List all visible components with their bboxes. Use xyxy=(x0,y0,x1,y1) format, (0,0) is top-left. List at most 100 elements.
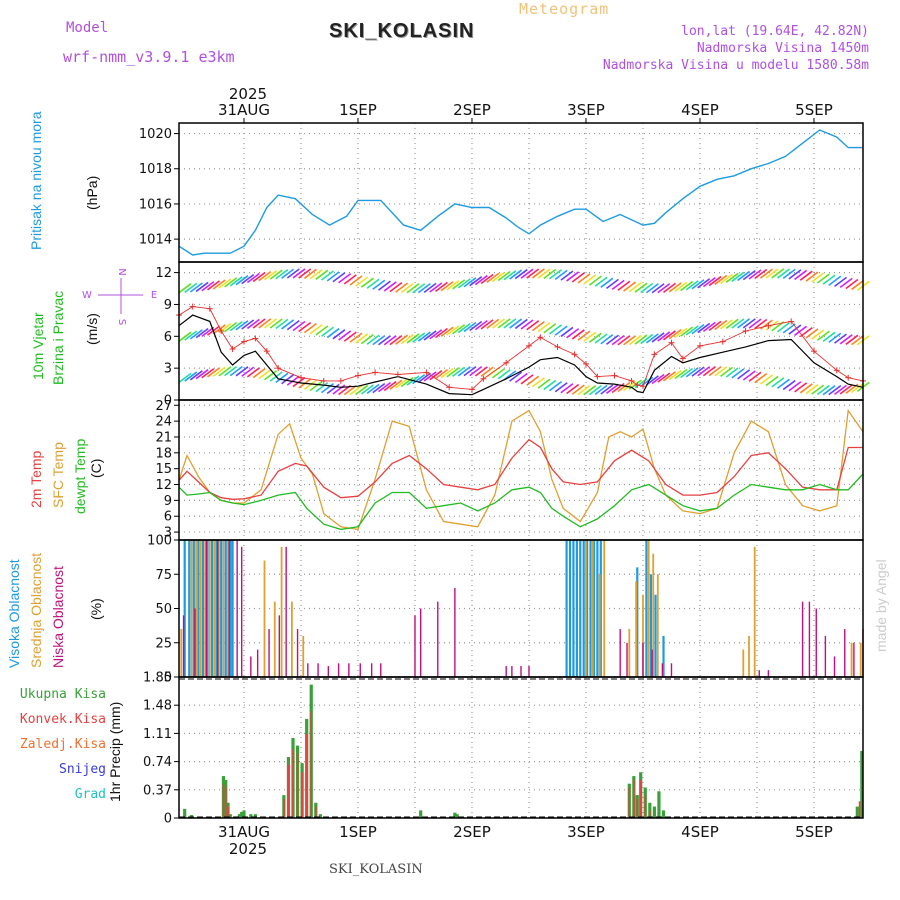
mid-cloud-bar xyxy=(195,540,197,677)
wind-barb-middle xyxy=(372,334,386,346)
wind-barb-upper xyxy=(326,271,340,282)
wind-barb-upper xyxy=(207,280,220,291)
wind-barb-middle xyxy=(275,318,289,330)
wind-barb-middle xyxy=(794,325,808,336)
wind-barb-upper xyxy=(383,281,397,292)
wind-barb-upper xyxy=(720,273,733,284)
wind-barb-upper xyxy=(474,274,488,286)
high-cloud-bar xyxy=(645,540,648,677)
wind-barb-upper xyxy=(680,280,694,292)
wind-barb-middle xyxy=(417,331,431,342)
wind-barb-middle xyxy=(497,318,511,329)
model-name: wrf-nmm_v3.9.1 e3km xyxy=(63,48,235,66)
wind-barb-upper xyxy=(697,278,711,289)
wind-barb-upper xyxy=(503,270,517,281)
wind-barb-upper xyxy=(480,273,494,285)
legend-total-rain: Ukupna Kisa xyxy=(19,687,106,702)
wind-barb-upper xyxy=(594,276,608,287)
wind-barb-upper xyxy=(668,282,682,293)
wind-barb-middle xyxy=(184,330,198,341)
conv-precip-bar xyxy=(636,798,639,818)
high-cloud-bar xyxy=(201,540,205,677)
wind-barb-lower xyxy=(212,366,226,377)
wind-barb-lower xyxy=(771,377,785,388)
wind-barb-middle xyxy=(303,322,317,334)
wind-barb-lower xyxy=(748,371,762,382)
wind-barb-middle xyxy=(554,325,568,336)
wind-barb-middle xyxy=(366,334,380,345)
wind-barb-upper xyxy=(537,268,551,279)
wind-barb-middle xyxy=(486,318,500,330)
total-precip-bar xyxy=(242,810,246,818)
footer-station: SKI_KOLASIN xyxy=(329,862,423,877)
legend-snow: Snijeg xyxy=(59,762,106,777)
wind-barb-lower xyxy=(189,370,203,381)
wind-barb-upper xyxy=(452,279,466,290)
wind-barb-middle xyxy=(492,318,505,329)
low-cloud-bar xyxy=(808,601,811,677)
wind-barb-lower xyxy=(440,367,454,379)
wind-barb-middle xyxy=(463,321,477,333)
mid-cloud-bar xyxy=(204,540,207,677)
wind-barb-upper xyxy=(543,268,557,279)
wind-barb-upper xyxy=(212,279,226,290)
wind-barb-upper xyxy=(526,268,540,279)
model-elevation-text: Nadmorska Visina u modelu 1580.58m xyxy=(602,58,869,73)
low-cloud-bar xyxy=(285,546,287,677)
wind-barb-lower xyxy=(697,366,711,377)
wind-barb-middle xyxy=(663,330,676,341)
precip-panel-frame xyxy=(178,676,864,819)
wind-barb-lower xyxy=(657,372,671,383)
wind-gust-line xyxy=(178,306,864,390)
wind-barb-upper xyxy=(788,269,802,280)
wind-barb-upper xyxy=(554,269,568,281)
conv-precip-bar xyxy=(315,806,317,818)
wind-barb-upper xyxy=(708,275,722,287)
wind-barb-lower xyxy=(588,385,602,396)
wind-barb-middle xyxy=(845,334,859,345)
wind-barb-lower xyxy=(184,371,198,382)
high-cloud-bar xyxy=(662,635,665,677)
temp-ytick-label: 27 xyxy=(155,399,172,414)
high-cloud-bar xyxy=(596,540,599,677)
wind-barb-upper xyxy=(566,271,580,282)
pressure-ytick-label: 1016 xyxy=(139,197,172,212)
wind-barb-upper xyxy=(406,283,420,294)
wind-barb-lower xyxy=(680,367,694,379)
wind-barb-middle xyxy=(742,318,756,329)
wind-barb-middle xyxy=(178,331,192,342)
meteogram-title: Meteogram xyxy=(519,0,610,18)
wind-barb-upper xyxy=(178,283,192,294)
wind-barb-lower xyxy=(549,381,562,392)
elevation-text: Nadmorska Visina 1450m xyxy=(696,41,869,56)
wind-barb-upper xyxy=(634,282,648,293)
mid-cloud-bar xyxy=(603,540,606,677)
wind-barb-upper xyxy=(805,271,819,282)
wind-barb-upper xyxy=(446,280,460,291)
lonlat-text: lon,lat (19.64E, 42.82N) xyxy=(681,24,869,39)
wind-barb-lower xyxy=(326,383,340,395)
low-cloud-bar xyxy=(758,670,760,677)
wind-barb-upper xyxy=(315,269,329,280)
wind-barb-middle xyxy=(212,324,226,335)
wind-barb-upper xyxy=(389,281,403,293)
low-cloud-bar xyxy=(296,629,299,677)
wind-barb-middle xyxy=(440,326,454,337)
wind-barb-middle xyxy=(788,324,802,335)
compass-w: W xyxy=(82,290,92,301)
low-cloud-bar xyxy=(844,629,846,677)
wind-barb-middle xyxy=(315,325,329,336)
low-cloud-bar xyxy=(194,608,196,677)
wind-barb-lower xyxy=(332,384,346,395)
total-precip-bar xyxy=(860,750,864,818)
high-cloud-bar xyxy=(592,540,596,677)
wind-barb-lower xyxy=(463,365,477,377)
wind-barb-upper xyxy=(731,271,745,282)
wind-barb-middle xyxy=(435,327,448,339)
wind-ytick-label: 3 xyxy=(164,362,172,377)
wind-barb-lower xyxy=(286,375,300,386)
wind-barb-upper xyxy=(663,282,676,293)
mid-cloud-bar xyxy=(213,540,216,677)
high-cloud-bar xyxy=(229,540,232,677)
top-year-label: 2025 xyxy=(229,85,267,103)
